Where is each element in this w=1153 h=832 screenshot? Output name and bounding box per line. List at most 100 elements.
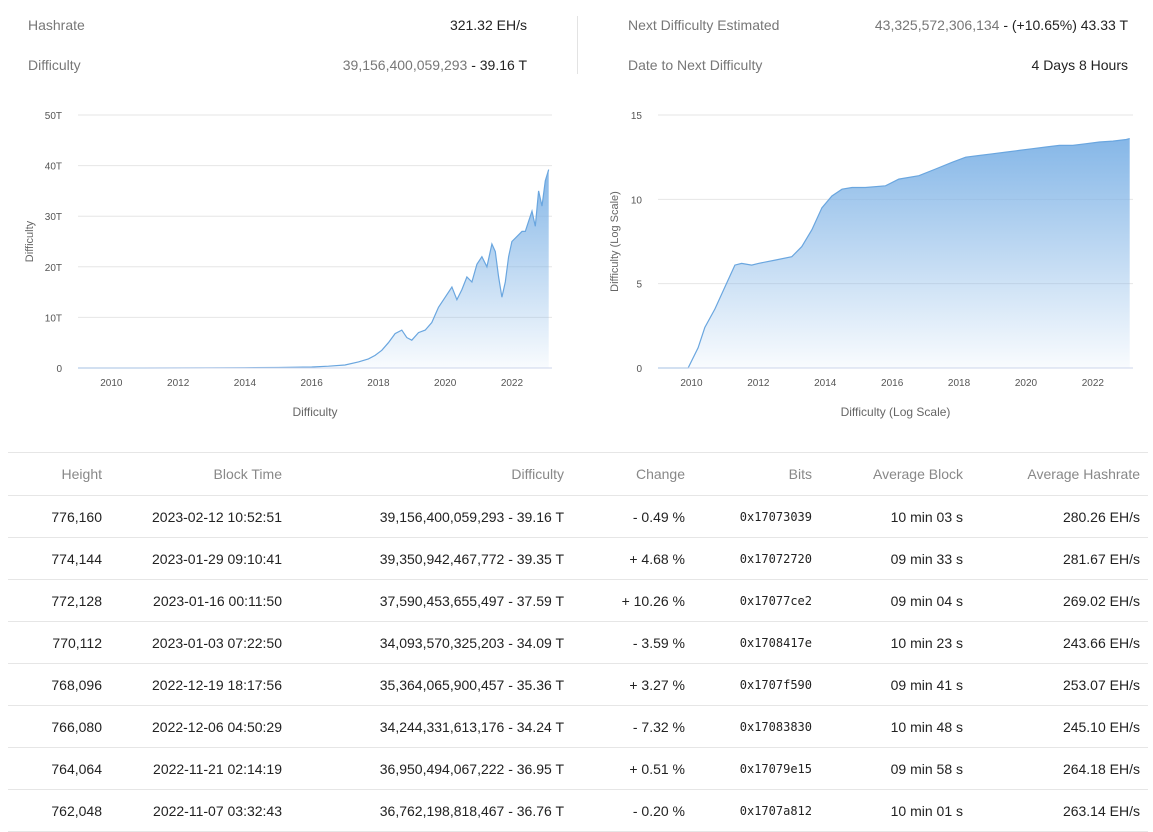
y-tick-label: 0 [636, 364, 642, 375]
date-next-value: 4 Days 8 Hours [1031, 57, 1128, 73]
block-height-link[interactable]: 766,080 [8, 705, 103, 748]
col-block-time-header: Block Time [103, 452, 283, 496]
avg-hashrate: 280.26 EH/s [964, 495, 1148, 538]
col-bits-header: Bits [686, 452, 813, 496]
difficulty-history-table: Height Block Time Difficulty Change Bits… [8, 452, 1148, 832]
table-row: 764,064 2022-11-21 02:14:19 36,950,494,067… [8, 747, 1148, 790]
y-axis-title: Difficulty (Log Scale) [609, 191, 621, 292]
x-tick-label: 2018 [948, 378, 971, 389]
y-tick-label: 0 [56, 364, 62, 375]
table-row: 770,112 2023-01-03 07:22:50 34,093,570,325… [8, 621, 1148, 664]
col-height-header: Height [8, 452, 103, 496]
avg-block-time: 09 min 33 s [813, 537, 964, 580]
x-tick-label: 2020 [1015, 378, 1038, 389]
bits-value: 0x17073039 [686, 495, 813, 538]
block-time: 2023-01-29 09:10:41 [103, 537, 283, 580]
area-series [658, 138, 1130, 368]
difficulty-full: 39,156,400,059,293 [342, 57, 468, 73]
block-height-link[interactable]: 768,096 [8, 663, 103, 706]
avg-hashrate: 281.67 EH/s [964, 537, 1148, 580]
col-avg-block-header: Average Block [813, 452, 964, 496]
change-value: - 0.49 % [565, 495, 686, 538]
difficulty-short: - 39.16 T [467, 57, 527, 73]
block-height-link[interactable]: 776,160 [8, 495, 103, 538]
change-value: + 0.51 % [565, 747, 686, 790]
x-axis-title: Difficulty (Log Scale) [841, 405, 951, 419]
bits-value: 0x1707a812 [686, 789, 813, 832]
table-header-row: Height Block Time Difficulty Change Bits… [8, 452, 1148, 496]
avg-block-time: 09 min 58 s [813, 747, 964, 790]
x-tick-label: 2022 [1082, 378, 1105, 389]
bits-value: 0x17079e15 [686, 747, 813, 790]
x-tick-label: 2020 [434, 378, 457, 389]
hashrate-value: 321.32 EH/s [449, 17, 527, 33]
x-axis-title: Difficulty [292, 405, 337, 419]
y-tick-label: 10T [45, 313, 62, 324]
block-height-link[interactable]: 764,064 [8, 747, 103, 790]
table-row: 776,160 2023-02-12 10:52:51 39,156,400,059… [8, 495, 1148, 538]
difficulty-chart: 0 10T 20T 30T 40T 50T 2010 2012 2014 2016 2018 2020… [24, 111, 552, 419]
y-tick-label: 40T [45, 162, 62, 173]
table-row: 772,128 2023-01-16 00:11:50 37,590,453,655… [8, 579, 1148, 622]
avg-hashrate: 269.02 EH/s [964, 579, 1148, 622]
block-time: 2022-12-06 04:50:29 [103, 705, 283, 748]
bits-value: 0x17077ce2 [686, 579, 813, 622]
change-value: - 7.32 % [565, 705, 686, 748]
y-tick-label: 50T [45, 111, 62, 122]
difficulty-value: 37,590,453,655,497 - 37.59 T [283, 579, 565, 622]
avg-hashrate: 263.14 EH/s [964, 789, 1148, 832]
difficulty-log-chart: 0 5 10 15 2010 2012 2014 2016 2018 2020 2022 Diffic… [609, 111, 1133, 419]
y-tick-label: 10 [631, 195, 643, 206]
difficulty-value: 36,950,494,067,222 - 36.95 T [283, 747, 565, 790]
y-axis-title: Difficulty [24, 220, 36, 262]
change-value: + 10.26 % [565, 579, 686, 622]
avg-block-time: 09 min 41 s [813, 663, 964, 706]
table-row: 766,080 2022-12-06 04:50:29 34,244,331,613… [8, 705, 1148, 748]
next-difficulty-value: 43,325,572,306,134 - (+10.65%) 43.33 T [875, 17, 1128, 33]
date-next-label: Date to Next Difficulty [628, 57, 763, 73]
table-row: 768,096 2022-12-19 18:17:56 35,364,065,900… [8, 663, 1148, 706]
y-tick-label: 20T [45, 263, 62, 274]
bits-value: 0x1708417e [686, 621, 813, 664]
block-time: 2022-11-07 03:32:43 [103, 789, 283, 832]
avg-block-time: 10 min 48 s [813, 705, 964, 748]
block-height-link[interactable]: 772,128 [8, 579, 103, 622]
x-tick-label: 2010 [680, 378, 703, 389]
difficulty-stats: Hashrate 321.32 EH/s Difficulty 39,156,4… [0, 0, 1153, 90]
col-difficulty-header: Difficulty [283, 452, 565, 496]
avg-block-time: 10 min 01 s [813, 789, 964, 832]
next-difficulty-label: Next Difficulty Estimated [628, 17, 780, 33]
block-height-link[interactable]: 774,144 [8, 537, 103, 580]
avg-hashrate: 264.18 EH/s [964, 747, 1148, 790]
block-time: 2022-11-21 02:14:19 [103, 747, 283, 790]
block-time: 2022-12-19 18:17:56 [103, 663, 283, 706]
x-tick-label: 2012 [167, 378, 190, 389]
col-change-header: Change [565, 452, 686, 496]
x-tick-label: 2010 [100, 378, 123, 389]
block-time: 2023-01-16 00:11:50 [103, 579, 283, 622]
difficulty-value: 34,093,570,325,203 - 34.09 T [283, 621, 565, 664]
bits-value: 0x1707f590 [686, 663, 813, 706]
stats-divider [577, 16, 578, 74]
x-tick-label: 2014 [814, 378, 837, 389]
series-line [78, 169, 550, 369]
col-avg-hashrate-header: Average Hashrate [964, 452, 1148, 496]
change-value: - 3.59 % [565, 621, 686, 664]
difficulty-value: 39,156,400,059,293 - 39.16 T [343, 57, 527, 73]
avg-hashrate: 245.10 EH/s [964, 705, 1148, 748]
difficulty-value: 39,350,942,467,772 - 39.35 T [283, 537, 565, 580]
table-row: 762,048 2022-11-07 03:32:43 36,762,198,818… [8, 789, 1148, 832]
change-value: - 0.20 % [565, 789, 686, 832]
hashrate-label: Hashrate [28, 17, 85, 33]
x-tick-label: 2022 [501, 378, 524, 389]
y-tick-label: 30T [45, 212, 62, 223]
avg-block-time: 09 min 04 s [813, 579, 964, 622]
difficulty-value: 35,364,065,900,457 - 35.36 T [283, 663, 565, 706]
block-time: 2023-01-03 07:22:50 [103, 621, 283, 664]
block-height-link[interactable]: 770,112 [8, 621, 103, 664]
area-series [78, 169, 549, 368]
difficulty-value: 34,244,331,613,176 - 34.24 T [283, 705, 565, 748]
x-tick-label: 2014 [234, 378, 257, 389]
x-tick-label: 2016 [301, 378, 324, 389]
block-height-link[interactable]: 762,048 [8, 789, 103, 832]
